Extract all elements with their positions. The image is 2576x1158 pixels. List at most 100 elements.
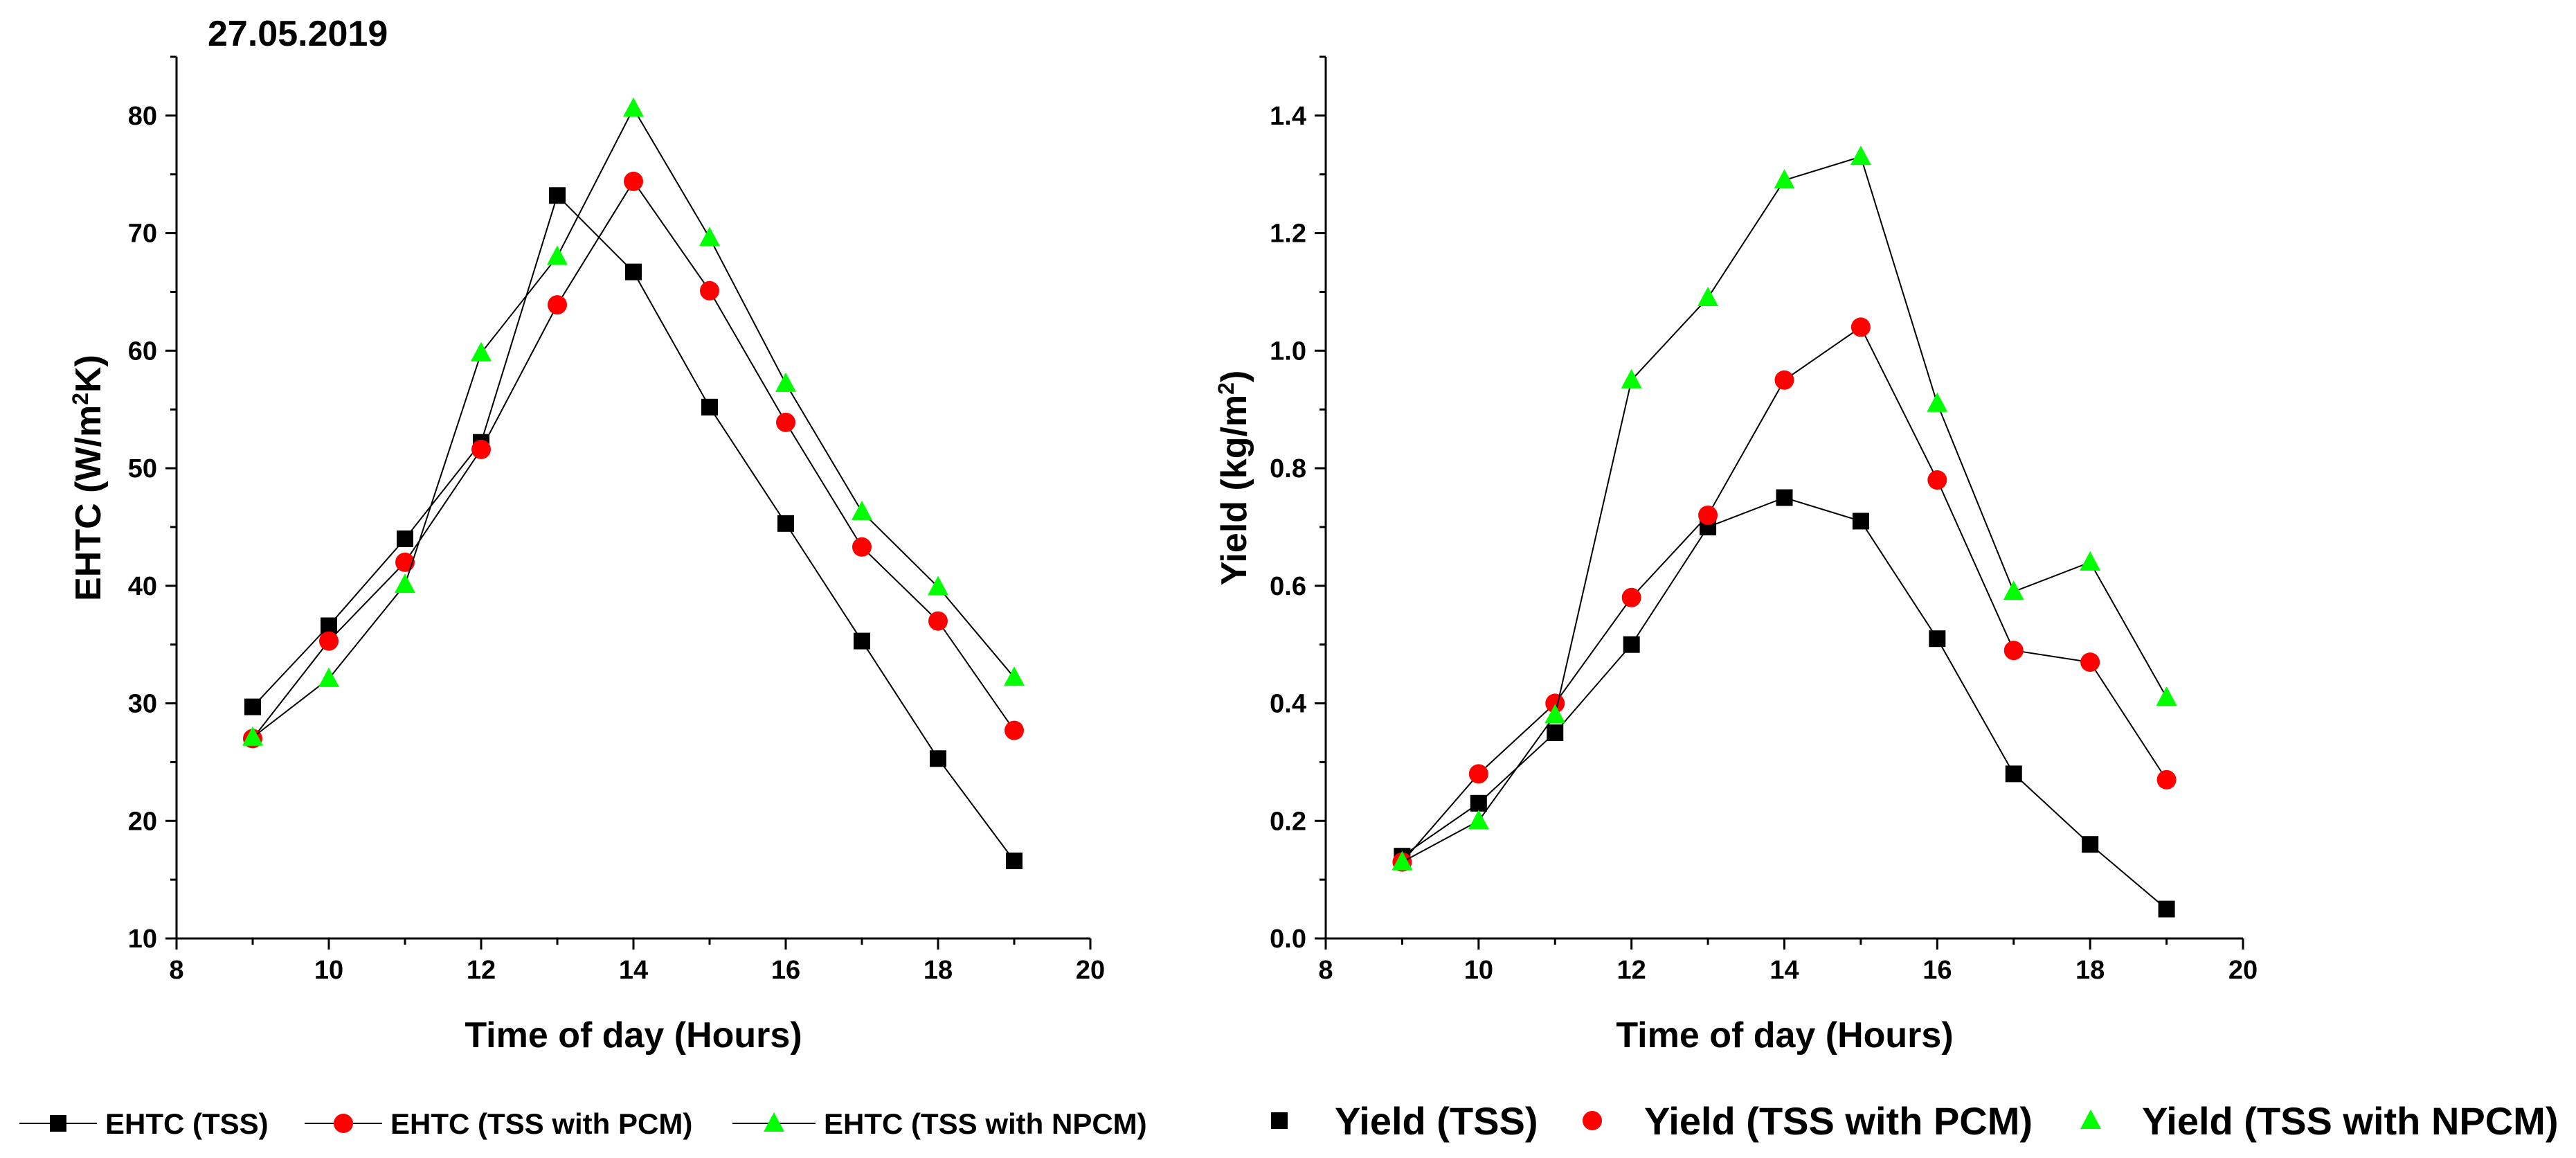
yield-tss-with-pcm-point	[1927, 470, 1947, 490]
date-label: 27.05.2019	[208, 14, 388, 54]
ehtc-tss-with-npcm-point	[623, 97, 644, 117]
ehtc-y-tick-label: 20	[128, 807, 157, 836]
ehtc-tss-with-pcm-point	[852, 537, 872, 557]
ehtc-tss-with-pcm-point	[319, 631, 339, 651]
ehtc-x-tick-label: 20	[1076, 956, 1105, 985]
ehtc-x-tick-label: 16	[771, 956, 800, 985]
yield-tss-with-pcm-point	[1850, 317, 1871, 337]
ehtc-tss-with-npcm-point	[395, 573, 415, 594]
ehtc-x-tick-label: 18	[924, 956, 953, 985]
yield-chart: Yield (kg/m2) Time of day (Hours) 8 10 12 1…	[1214, 55, 2258, 1055]
ehtc-tss-point	[1006, 852, 1023, 869]
ehtc-tss-with-npcm-point	[318, 667, 339, 687]
yield-tss-with-npcm-point	[1391, 850, 1413, 871]
ehtc-tss-with-pcm-point	[1005, 720, 1024, 740]
yield-y-tick-label: 0.4	[1270, 690, 1306, 719]
yield-tss-point	[1547, 724, 1564, 741]
ehtc-tss-with-pcm-point	[700, 280, 719, 301]
ehtc-tss-with-npcm-point	[1004, 666, 1025, 686]
yield-tss-with-npcm-point	[1927, 392, 1948, 412]
ehtc-tss-with-pcm-point	[928, 611, 948, 631]
ehtc-tss-with-npcm-legend-label: EHTC (TSS with NPCM)	[824, 1107, 1147, 1140]
ehtc-tss-with-pcm-point	[624, 171, 643, 191]
yield-tss-with-pcm-legend-marker	[1583, 1111, 1602, 1130]
ehtc-tss-point	[625, 263, 642, 280]
yield-tss-point	[2005, 765, 2022, 783]
yield-tss-point	[1623, 636, 1640, 653]
ehtc-y-axis-label: EHTC (W/m2K)	[68, 355, 109, 601]
ehtc-tss-with-npcm-point	[775, 372, 796, 392]
yield-tss-point	[1776, 489, 1793, 506]
ehtc-tss-point	[701, 398, 718, 416]
yield-x-tick-label: 18	[2075, 956, 2105, 985]
yield-tss-with-npcm-legend-label: Yield (TSS with NPCM)	[2142, 1099, 2558, 1143]
yield-x-tick-label: 8	[1318, 956, 1333, 985]
ehtc-y-tick-label: 70	[128, 220, 157, 249]
yield-y-tick-label: 0.0	[1270, 925, 1306, 954]
yield-tss-point	[2082, 836, 2099, 853]
yield-tss-line	[1401, 497, 2168, 910]
ehtc-x-tick-label: 14	[619, 956, 648, 985]
ehtc-tss-with-npcm-legend-marker	[764, 1112, 784, 1132]
ehtc-tss-with-npcm-point	[471, 341, 492, 362]
yield-tss-legend-marker	[1271, 1112, 1288, 1129]
ehtc-tss-point	[397, 530, 413, 547]
yield-tss-with-npcm-point	[2156, 686, 2177, 706]
ehtc-tss-with-pcm-point	[471, 439, 491, 459]
ehtc-tss-point	[777, 515, 794, 532]
ehtc-tss-point	[244, 698, 261, 715]
yield-x-tick-label: 20	[2228, 956, 2258, 985]
yield-tss-legend-label: Yield (TSS)	[1335, 1099, 1538, 1143]
ehtc-y-tick-label: 80	[128, 102, 157, 131]
ehtc-tss-line	[252, 194, 1015, 862]
yield-tss-with-pcm-point	[2156, 769, 2177, 790]
yield-tss-with-pcm-legend-label: Yield (TSS with PCM)	[1644, 1099, 2033, 1143]
yield-y-tick-label: 1.0	[1270, 337, 1306, 366]
yield-tss-with-npcm-point	[2080, 551, 2101, 571]
yield-tss-with-npcm-point	[1621, 368, 1642, 389]
ehtc-y-tick-label: 10	[128, 925, 157, 954]
yield-y-tick-label: 0.6	[1270, 572, 1306, 601]
yield-tss-with-pcm-line	[1401, 326, 2168, 863]
yield-x-tick-label: 14	[1769, 956, 1799, 985]
yield-tss-with-pcm-point	[1621, 587, 1641, 607]
ehtc-chart: EHTC (W/m2K) Time of day (Hours) 8 10 12 14…	[68, 55, 1105, 1055]
yield-y-tick-label: 1.2	[1270, 220, 1306, 249]
ehtc-x-tick-label: 12	[467, 956, 496, 985]
ehtc-y-tick-label: 30	[128, 690, 157, 719]
ehtc-tss-with-pcm-legend-marker	[334, 1114, 353, 1133]
yield-tss-point	[1929, 630, 1946, 648]
ehtc-tss-with-pcm-legend-label: EHTC (TSS with PCM)	[390, 1107, 692, 1140]
ehtc-tss-with-npcm-point	[852, 500, 872, 520]
ehtc-tss-with-npcm-point	[547, 245, 568, 265]
ehtc-tss-point	[854, 632, 870, 650]
ehtc-tss-legend-label: EHTC (TSS)	[105, 1107, 269, 1140]
ehtc-x-tick-label: 8	[169, 956, 183, 985]
yield-x-axis-label: Time of day (Hours)	[1616, 1015, 1953, 1055]
ehtc-y-tick-label: 40	[128, 572, 157, 601]
yield-tss-with-npcm-point	[1697, 286, 1719, 306]
ehtc-tss-with-npcm-point	[928, 576, 948, 596]
yield-legend: Yield (TSS) Yield (TSS with PCM) Yield (TS…	[1271, 1099, 2558, 1143]
ehtc-tss-with-npcm-point	[699, 226, 720, 247]
yield-tss-with-npcm-legend-marker	[2080, 1110, 2101, 1129]
ehtc-tss-point	[930, 750, 946, 767]
yield-tss-with-pcm-point	[1468, 764, 1488, 784]
yield-tss-with-pcm-point	[1545, 693, 1565, 713]
ehtc-tss-with-pcm-point	[548, 295, 567, 315]
yield-y-tick-label: 0.2	[1270, 807, 1306, 836]
ehtc-y-tick-label: 60	[128, 337, 157, 366]
yield-tss-with-npcm-point	[1468, 810, 1489, 830]
ehtc-x-axis-label: Time of day (Hours)	[465, 1015, 802, 1055]
yield-tss-with-npcm-point	[1774, 169, 1795, 189]
ehtc-tss-with-npcm-point	[242, 726, 263, 746]
yield-x-tick-label: 16	[1922, 956, 1952, 985]
yield-tss-with-npcm-line	[1401, 156, 2168, 863]
yield-tss-with-npcm-point	[1850, 145, 1871, 166]
yield-tss-with-pcm-point	[2080, 652, 2100, 672]
yield-tss-with-npcm-point	[1544, 704, 1566, 724]
yield-tss-with-pcm-point	[1774, 370, 1794, 390]
yield-tss-point	[1470, 794, 1487, 812]
ehtc-tss-with-pcm-point	[395, 552, 415, 572]
